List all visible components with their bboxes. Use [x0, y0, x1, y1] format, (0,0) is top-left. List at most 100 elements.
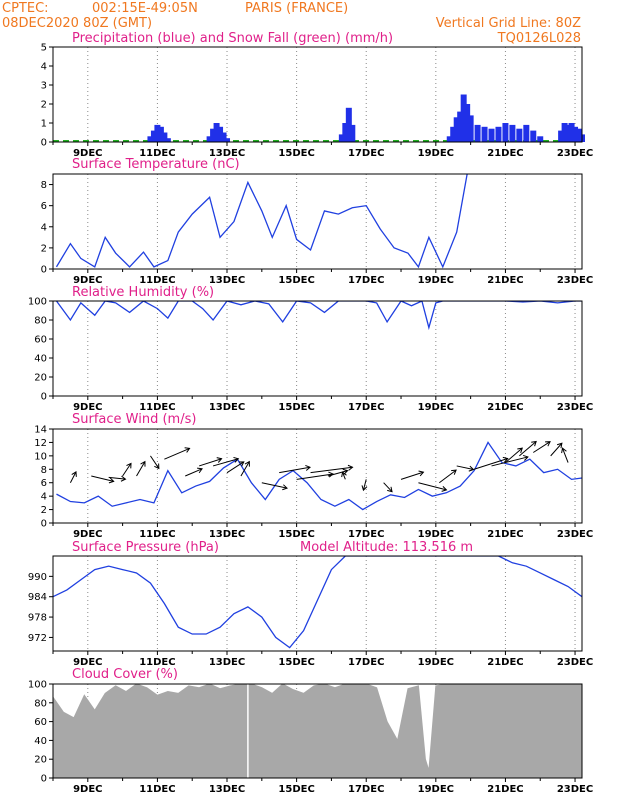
y-tick-label: 990 — [28, 572, 47, 583]
cloud-cover-area — [53, 684, 582, 778]
x-tick-label: 19DEC — [418, 784, 454, 795]
x-tick-label: 9DEC — [73, 657, 102, 668]
wind-arrow-head — [347, 464, 354, 471]
temp-line — [55, 174, 468, 269]
precip-bar — [457, 111, 464, 142]
pressure-panel: Surface Pressure (hPa) Model Altitude: 11… — [28, 540, 593, 668]
wind-arrow — [279, 466, 311, 474]
wind-arrow — [261, 482, 288, 489]
wind-arrow — [342, 471, 346, 480]
wind-arrow — [383, 482, 393, 493]
x-tick-label: 9DEC — [73, 784, 102, 795]
y-tick-label: 0 — [41, 138, 47, 149]
y-tick-label: 0 — [41, 392, 47, 403]
x-tick-label: 9DEC — [73, 402, 102, 413]
y-tick-label: 6 — [41, 478, 47, 489]
y-tick-label: 5 — [41, 43, 47, 54]
y-tick-label: 14 — [34, 425, 47, 436]
x-tick-label: 21DEC — [487, 148, 523, 159]
humidity-panel: Relative Humidity (%) 0 20 40 60 80 100 9DEC 11D… — [28, 285, 593, 413]
y-tick-label: 978 — [28, 613, 47, 624]
wind-arrow — [69, 471, 77, 483]
header-run-time: 08DEC2020 80Z (GMT) — [2, 16, 152, 31]
precip-bar — [217, 126, 224, 142]
precip-bar — [561, 123, 568, 142]
wind-arrow — [456, 465, 474, 471]
wind-arrow — [296, 473, 334, 480]
precip-bar — [509, 124, 516, 142]
precip-bar — [481, 126, 488, 142]
precip-bar — [453, 117, 460, 142]
plot-frame — [52, 300, 583, 397]
precip-panel: Precipitation (blue) and Snow Fall (gree… — [41, 31, 594, 159]
precip-bar — [206, 136, 213, 142]
wind-arrow-head — [502, 456, 509, 463]
precip-bar — [502, 123, 509, 142]
wind-arrow-head — [451, 469, 457, 475]
x-tick-label: 15DEC — [278, 402, 314, 413]
wind-arrow-head — [556, 442, 563, 449]
wind-arrow — [491, 456, 529, 467]
header-location-name: PARIS (FRANCE) — [245, 1, 348, 16]
y-tick-label: 60 — [34, 335, 47, 346]
x-tick-label: 13DEC — [209, 275, 245, 286]
wind-arrow — [362, 479, 367, 491]
wind-arrow-head — [184, 447, 191, 453]
y-tick-label: 984 — [28, 592, 47, 603]
wind-arrow-head — [342, 468, 349, 475]
x-tick-label: 13DEC — [209, 402, 245, 413]
precip-title: Precipitation (blue) and Snow Fall (gree… — [72, 31, 393, 46]
wind-arrow — [150, 455, 160, 469]
header-location-coords: 002:15E-49:05N — [92, 1, 198, 16]
precip-bar — [568, 123, 575, 142]
y-tick-label: 80 — [34, 316, 47, 327]
precip-bar — [565, 124, 572, 142]
precip-bar — [460, 94, 467, 142]
y-tick-label: 6 — [41, 201, 47, 212]
header-org: CPTEC: — [2, 1, 49, 16]
wind-arrow-head — [387, 486, 393, 493]
wind-arrow — [136, 461, 146, 477]
wind-arrow-head — [531, 440, 537, 447]
precip-bar — [516, 128, 523, 142]
x-tick-label: 17DEC — [348, 275, 384, 286]
x-tick-label: 19DEC — [418, 275, 454, 286]
pressure-line — [53, 556, 582, 649]
x-tick-label: 11DEC — [139, 402, 175, 413]
wind-arrow — [164, 447, 190, 460]
wind-arrow — [439, 469, 457, 484]
wind-arrow — [108, 476, 126, 480]
y-tick-label: 8 — [41, 180, 47, 191]
wind-arrow — [327, 470, 348, 477]
x-tick-label: 13DEC — [209, 657, 245, 668]
x-tick-label: 21DEC — [487, 657, 523, 668]
wind-arrow-head — [108, 477, 115, 484]
cloud-title: Cloud Cover (%) — [72, 667, 178, 682]
x-tick-label: 17DEC — [348, 529, 384, 540]
wind-arrow — [550, 442, 563, 457]
x-tick-label: 21DEC — [487, 402, 523, 413]
precip-bar — [150, 130, 157, 142]
y-tick-label: 4 — [41, 492, 47, 503]
wind-arrow — [212, 458, 239, 467]
wind-arrow-head — [238, 461, 245, 467]
wind-arrow-head — [282, 484, 288, 491]
precip-bar — [147, 136, 154, 142]
wind-line — [56, 441, 582, 511]
precip-bar — [464, 104, 471, 142]
x-tick-label: 23DEC — [557, 148, 593, 159]
x-tick-label: 17DEC — [348, 657, 384, 668]
precip-bar — [537, 136, 544, 142]
x-tick-label: 21DEC — [487, 275, 523, 286]
precip-bar — [349, 124, 356, 142]
humidity-line — [55, 301, 582, 331]
x-tick-label: 17DEC — [348, 784, 384, 795]
precip-bar — [161, 132, 168, 142]
x-tick-label: 23DEC — [557, 784, 593, 795]
precip-bar — [495, 126, 502, 142]
wind-arrow — [310, 466, 353, 474]
y-tick-label: 8 — [41, 465, 47, 476]
plot-frame — [52, 683, 583, 779]
y-tick-label: 2 — [41, 505, 47, 516]
y-tick-label: 60 — [34, 717, 47, 728]
